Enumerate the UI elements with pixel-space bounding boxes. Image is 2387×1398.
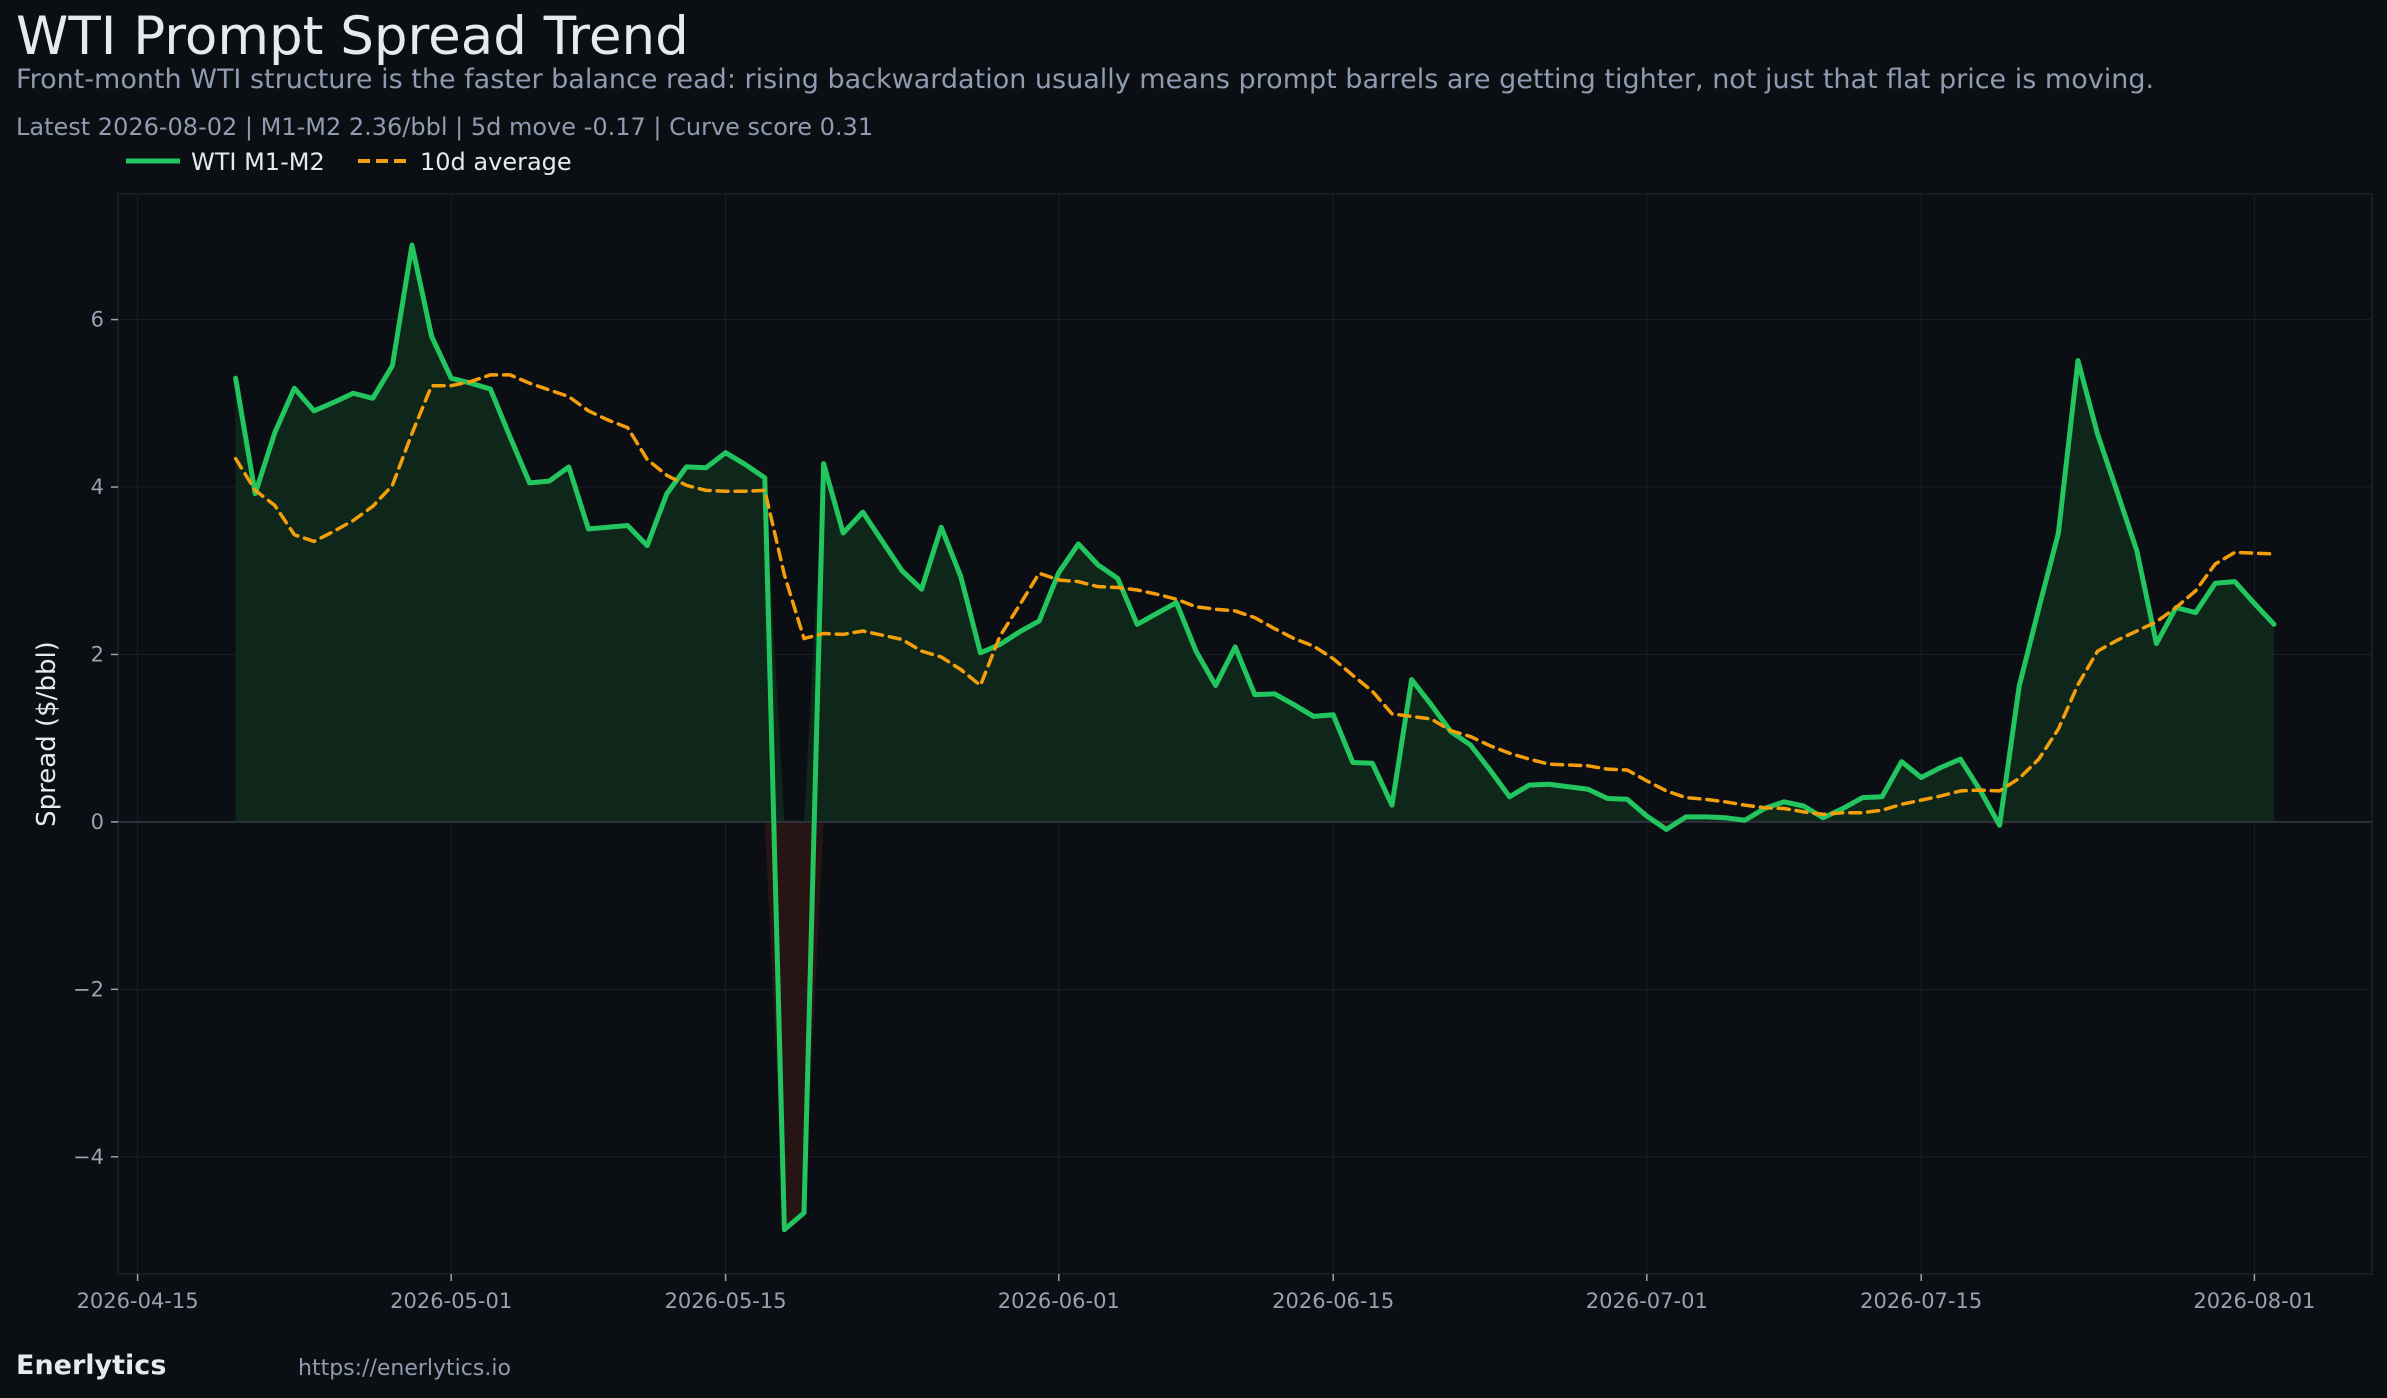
y-tick-label: 2: [91, 642, 104, 666]
x-tick-label: 2026-07-01: [1586, 1289, 1708, 1313]
stats-line: Latest 2026-08-02 | M1-M2 2.36/bbl | 5d …: [16, 113, 874, 141]
y-tick-label: −4: [73, 1145, 104, 1169]
y-axis-title: Spread ($/bbl): [32, 641, 62, 827]
legend-label-spread: WTI M1-M2: [191, 148, 325, 176]
plot-area: −4 −2 0 2 4 6 2026-04-15 2026-05-01 2026-05-15 20…: [32, 193, 2373, 1313]
x-tick-label: 2026-08-01: [2193, 1289, 2315, 1313]
y-tick-label: 4: [91, 475, 104, 499]
x-tick-label: 2026-04-15: [77, 1289, 199, 1313]
y-tick-label: −2: [73, 977, 104, 1001]
legend: WTI M1-M2 10d average: [126, 148, 572, 176]
y-tick-label: 0: [91, 810, 104, 834]
chart-title: WTI Prompt Spread Trend: [16, 6, 689, 67]
footer-url[interactable]: https://enerlytics.io: [298, 1356, 511, 1381]
x-tick-label: 2026-05-01: [390, 1289, 512, 1313]
x-tick-label: 2026-06-01: [998, 1289, 1120, 1313]
footer-brand: Enerlytics: [16, 1350, 167, 1381]
x-tick-label: 2026-06-15: [1272, 1289, 1394, 1313]
x-tick-label: 2026-07-15: [1860, 1289, 1982, 1313]
series-line-wti-m1-m2: [233, 242, 2277, 1233]
legend-label-average: 10d average: [420, 148, 572, 176]
y-tick-label: 6: [91, 308, 104, 332]
x-tick-label: 2026-05-15: [665, 1289, 787, 1313]
series-line-10d-average: [233, 373, 2276, 817]
chart-subtitle: Front-month WTI structure is the faster …: [16, 64, 2155, 95]
positive-spread-fill: [235, 245, 2275, 822]
